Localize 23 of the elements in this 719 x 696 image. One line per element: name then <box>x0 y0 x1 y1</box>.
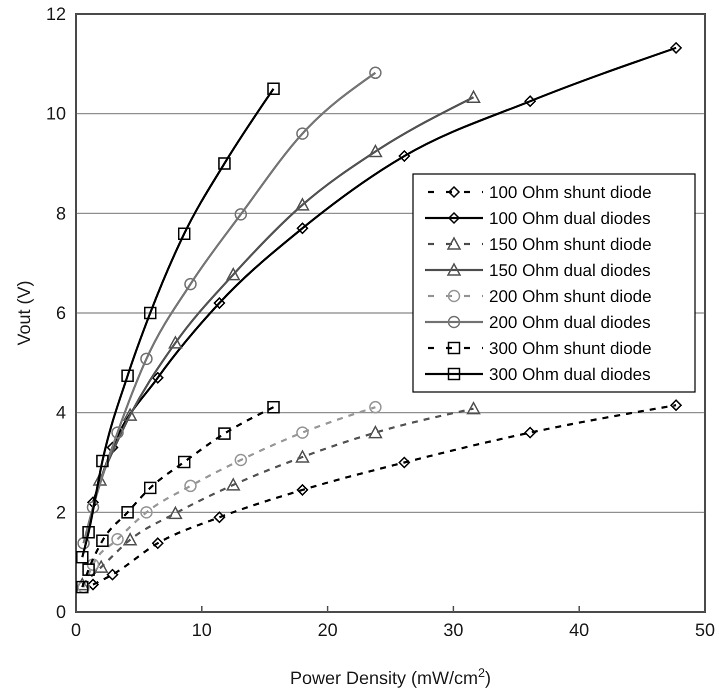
legend-label: 100 Ohm shunt diode <box>489 183 652 202</box>
legend-label: 100 Ohm dual diodes <box>489 209 651 228</box>
y-tick-label: 12 <box>46 4 66 24</box>
legend-label: 300 Ohm shunt diode <box>489 339 652 358</box>
y-tick-label: 4 <box>56 402 66 423</box>
legend-label: 150 Ohm shunt diode <box>489 235 652 254</box>
y-axis-title: Vout (V) <box>14 280 34 346</box>
legend-label: 200 Ohm dual diodes <box>489 313 651 332</box>
y-tick-label: 10 <box>46 104 66 124</box>
y-tick-label: 0 <box>56 602 66 622</box>
x-tick-label: 50 <box>694 620 716 640</box>
y-tick-label: 6 <box>56 303 66 323</box>
x-tick-label: 10 <box>192 620 212 640</box>
legend-label: 300 Ohm dual diodes <box>489 365 651 384</box>
x-axis-title: Power Density (mW/cm$^{2}$) <box>290 666 492 688</box>
x-tick-label: 40 <box>569 620 590 640</box>
x-tick-label: 0 <box>70 620 82 640</box>
legend-label: 200 Ohm shunt diode <box>489 287 652 306</box>
x-tick-label: 20 <box>318 620 338 640</box>
x-tick-label: 30 <box>443 620 464 640</box>
y-tick-label: 2 <box>56 502 66 522</box>
y-tick-label: 8 <box>56 203 66 224</box>
legend-label: 150 Ohm dual diodes <box>489 261 651 280</box>
